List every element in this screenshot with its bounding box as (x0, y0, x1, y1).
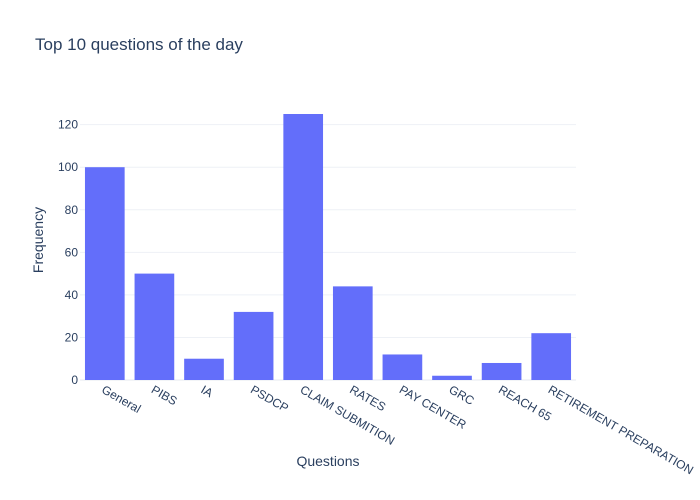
x-tick-label: REACH 65 (496, 382, 554, 424)
bar[interactable] (134, 273, 175, 380)
y-tick-label: 60 (65, 245, 79, 259)
chart-title: Top 10 questions of the day (35, 35, 243, 54)
bar[interactable] (481, 362, 522, 380)
bar[interactable] (531, 333, 572, 380)
bar[interactable] (184, 358, 224, 380)
bars (84, 114, 572, 380)
x-tick-label: RETIREMENT PREPARATION (546, 382, 696, 477)
y-tick-label: 20 (65, 330, 79, 344)
x-tick-label: General (99, 382, 143, 415)
x-tick-label: RATES (347, 382, 388, 414)
x-tick-label: PSDCP (248, 382, 291, 415)
bar[interactable] (382, 354, 423, 380)
bar[interactable] (283, 114, 324, 380)
x-axis-title: Questions (296, 453, 359, 469)
bar[interactable] (432, 375, 472, 380)
y-tick-label: 0 (71, 373, 78, 387)
bar[interactable] (233, 311, 274, 380)
y-axis-title: Frequency (30, 207, 46, 273)
x-tick-label: CLAIM SUBMITION (298, 382, 397, 447)
bar[interactable] (84, 167, 125, 380)
bar[interactable] (332, 286, 373, 380)
x-tick-label: IA (199, 382, 216, 400)
x-tick-label: PIBS (149, 382, 180, 408)
y-axis-ticks: 0 20 40 60 80 100 120 (58, 118, 78, 387)
x-tick-label: GRC (447, 382, 477, 408)
y-tick-label: 40 (65, 288, 79, 302)
y-tick-label: 120 (58, 118, 78, 132)
y-tick-label: 100 (58, 160, 78, 174)
y-tick-label: 80 (65, 203, 79, 217)
